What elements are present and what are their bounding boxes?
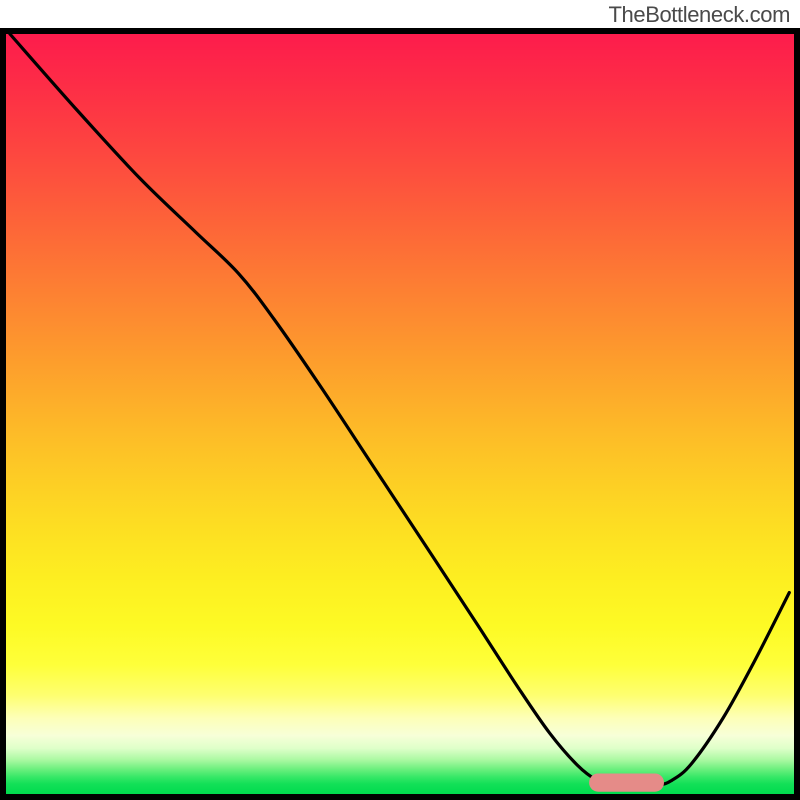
chart-svg [0, 28, 800, 800]
chart-plot-area [0, 28, 800, 800]
optimal-range-marker [589, 773, 664, 791]
chart-container: { "watermark": { "text": "TheBottleneck.… [0, 0, 800, 800]
gradient-background [6, 34, 794, 794]
watermark-text: TheBottleneck.com [608, 2, 790, 28]
